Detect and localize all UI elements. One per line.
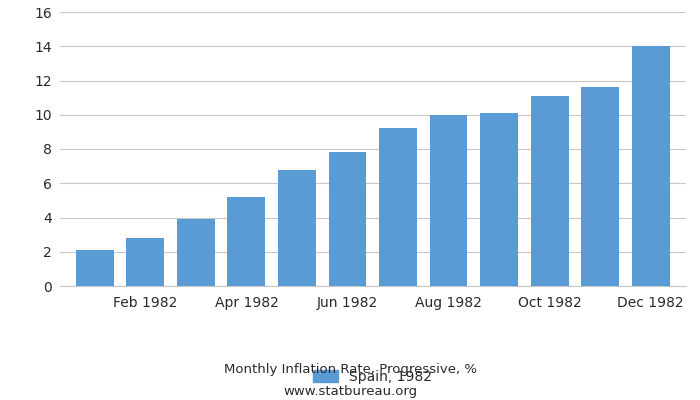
Legend: Spain, 1982: Spain, 1982 [313, 370, 433, 384]
Bar [531, 96, 568, 286]
Bar [430, 115, 468, 286]
Bar [177, 219, 215, 286]
Bar [228, 197, 265, 286]
Text: www.statbureau.org: www.statbureau.org [283, 385, 417, 398]
Bar [581, 87, 619, 286]
Bar [379, 128, 417, 286]
Bar [278, 170, 316, 286]
Text: Monthly Inflation Rate, Progressive, %: Monthly Inflation Rate, Progressive, % [223, 364, 477, 376]
Bar [631, 46, 670, 286]
Bar [127, 238, 164, 286]
Bar [76, 250, 114, 286]
Bar [328, 152, 366, 286]
Bar [480, 113, 518, 286]
